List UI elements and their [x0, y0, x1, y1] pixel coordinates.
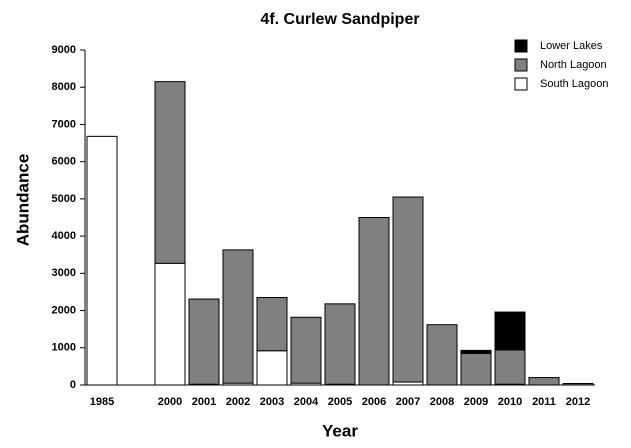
bar-segment [256, 350, 288, 386]
bar-segment [358, 217, 390, 386]
bar-segment [494, 349, 526, 385]
x-tick-label: 2005 [328, 396, 352, 408]
x-tick-label: 1985 [90, 396, 114, 408]
x-tick-label: 2011 [532, 396, 556, 408]
legend-swatch [514, 77, 528, 91]
bar-segment [86, 135, 118, 386]
x-tick-label: 2000 [158, 396, 182, 408]
bar-segment [154, 262, 186, 386]
bar-segment [392, 196, 424, 383]
y-tick-label: 0 [70, 379, 76, 391]
bar-segment [188, 298, 220, 385]
y-tick-label: 4000 [52, 230, 76, 242]
legend-label: Lower Lakes [540, 40, 603, 52]
bar-segment [222, 249, 254, 384]
bar-segment [460, 352, 492, 386]
x-tick-label: 2012 [566, 396, 590, 408]
x-tick-label: 2002 [226, 396, 250, 408]
y-tick-label: 5000 [52, 193, 76, 205]
y-axis-label: Abundance [13, 154, 32, 247]
bar-segment [324, 303, 356, 385]
y-tick-label: 7000 [52, 118, 76, 130]
y-tick-label: 8000 [52, 81, 76, 93]
bar-segment [528, 377, 560, 386]
bar-segment [460, 349, 492, 354]
legend-swatch [514, 39, 528, 53]
x-tick-label: 2001 [192, 396, 216, 408]
x-tick-label: 2003 [260, 396, 284, 408]
legend-label: South Lagoon [540, 78, 609, 90]
bar-segment [494, 311, 526, 351]
bar-segment [154, 81, 186, 264]
bar-segment [426, 324, 458, 386]
x-axis-label: Year [322, 421, 358, 440]
x-tick-label: 2008 [430, 396, 454, 408]
bar-segment [256, 297, 288, 352]
legend-swatch [514, 58, 528, 72]
x-tick-label: 2010 [498, 396, 522, 408]
y-tick-label: 3000 [52, 267, 76, 279]
chart-title: 4f. Curlew Sandpiper [260, 11, 419, 28]
y-tick-label: 2000 [52, 304, 76, 316]
y-tick-label: 9000 [52, 44, 76, 56]
x-tick-label: 2006 [362, 396, 386, 408]
y-tick-label: 1000 [52, 342, 76, 354]
x-tick-label: 2007 [396, 396, 420, 408]
legend-label: North Lagoon [540, 59, 607, 71]
x-tick-label: 2004 [294, 396, 319, 408]
x-tick-label: 2009 [464, 396, 488, 408]
bar-segment [290, 316, 322, 384]
y-tick-label: 6000 [52, 156, 76, 168]
